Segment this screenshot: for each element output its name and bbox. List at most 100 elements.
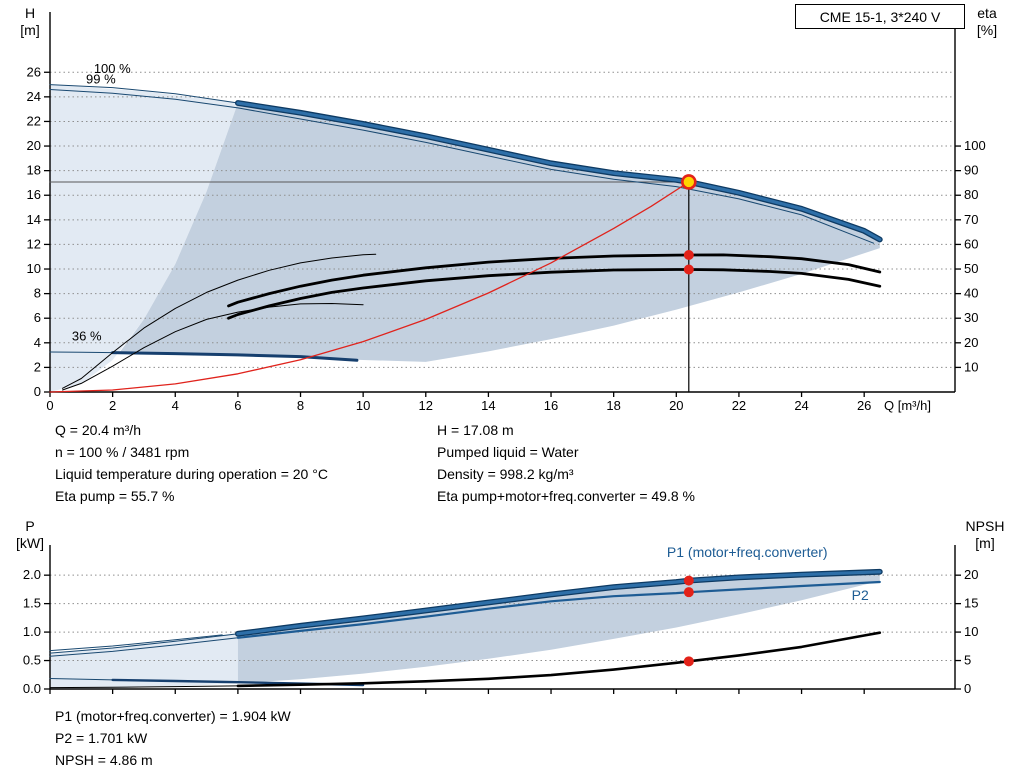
right-tick-label: 100	[964, 138, 986, 153]
left-tick-label: 10	[27, 261, 41, 276]
x-tick-label: 26	[857, 398, 871, 413]
readout-density: Density = 998.2 kg/m³	[437, 466, 574, 482]
right-tick-label: 60	[964, 236, 978, 251]
left-tick-label: 2.0	[23, 567, 41, 582]
h-axis-title-unit: [m]	[20, 22, 40, 38]
p-axis-title: P [kW]	[8, 518, 52, 552]
eta-arc-low-speed-1	[62, 253, 377, 389]
x-tick-label: 2	[109, 398, 116, 413]
h-axis-title: H [m]	[8, 5, 52, 39]
readout-npsh: NPSH = 4.86 m	[55, 752, 153, 768]
npsh-dot[interactable]	[683, 656, 694, 667]
eta-pump-dot[interactable]	[683, 250, 694, 261]
left-tick-label: 1.5	[23, 596, 41, 611]
left-tick-label: 8	[34, 286, 41, 301]
eta-axis-title-symbol: eta	[977, 5, 997, 21]
duty-point-marker[interactable]	[681, 174, 697, 190]
right-tick-label: 10	[964, 359, 978, 374]
x-tick-label: 24	[794, 398, 808, 413]
readout-eta-pump: Eta pump = 55.7 %	[55, 488, 175, 504]
x-tick-label: 22	[732, 398, 746, 413]
readout-speed: n = 100 % / 3481 rpm	[55, 444, 190, 460]
x-tick-label: 10	[356, 398, 370, 413]
left-tick-label: 0	[34, 384, 41, 399]
pump-model-label: CME 15-1, 3*240 V	[819, 8, 941, 25]
x-tick-label: 12	[419, 398, 433, 413]
curve-label: 36 %	[72, 328, 102, 343]
left-tick-label: 22	[27, 113, 41, 128]
readout-p1: P1 (motor+freq.converter) = 1.904 kW	[55, 708, 291, 724]
eta-arc-low-speed-2	[62, 303, 364, 391]
p-axis-title-unit: [kW]	[16, 535, 44, 551]
p2-thin	[49, 637, 239, 657]
curve-label: P1 (motor+freq.converter)	[667, 544, 828, 560]
eta-axis-title-unit: [%]	[976, 22, 998, 38]
right-tick-label: 20	[964, 335, 978, 350]
envelope-low-flow	[50, 84, 238, 392]
right-tick-label: 30	[964, 310, 978, 325]
pump-model-box: CME 15-1, 3*240 V	[795, 4, 965, 29]
power-envelope-main	[237, 571, 880, 684]
curve-label: P2	[852, 587, 869, 603]
x-axis-label: Q [m³/h]	[884, 398, 931, 413]
right-tick-label: 90	[964, 163, 978, 178]
p2-curve	[236, 580, 881, 639]
left-tick-label: 24	[27, 89, 41, 104]
x-tick-label: 16	[544, 398, 558, 413]
qh-99pct-thin	[49, 89, 875, 244]
npsh-thin	[49, 685, 239, 689]
eta-pump-curve	[227, 253, 882, 308]
curve-label: 100 %	[94, 61, 131, 76]
right-tick-label: 50	[964, 261, 978, 276]
x-tick-label: 0	[46, 398, 53, 413]
qh-36pct	[111, 351, 359, 362]
left-tick-label: 1.0	[23, 624, 41, 639]
left-tick-label: 2	[34, 359, 41, 374]
npsh-axis-title-symbol: NPSH	[965, 518, 1005, 534]
eta-total-dot[interactable]	[683, 264, 694, 275]
left-tick-label: 4	[34, 335, 41, 350]
left-tick-label: 26	[27, 64, 41, 79]
qh-100pct-thin	[49, 84, 239, 104]
x-tick-label: 14	[481, 398, 495, 413]
p1-curve	[236, 570, 882, 636]
eta-axis-title: eta [%]	[963, 5, 1011, 39]
power-envelope-low-flow	[50, 633, 238, 689]
x-tick-label: 6	[234, 398, 241, 413]
left-tick-label: 20	[27, 138, 41, 153]
affinity-parabola	[49, 181, 690, 393]
right-tick-label: 20	[964, 567, 978, 582]
left-tick-label: 16	[27, 187, 41, 202]
readout-eta-total: Eta pump+motor+freq.converter = 49.8 %	[437, 488, 695, 504]
right-tick-label: 40	[964, 286, 978, 301]
qh-36pct-thin	[49, 351, 114, 354]
p-low-speed-thin	[49, 634, 223, 652]
qh-100pct	[236, 101, 882, 242]
left-tick-label: 0.5	[23, 653, 41, 668]
left-tick-label: 0.0	[23, 681, 41, 696]
curve-label: 99 %	[86, 71, 116, 86]
readout-liquid-temp: Liquid temperature during operation = 20…	[55, 466, 328, 482]
x-tick-label: 4	[172, 398, 179, 413]
left-tick-label: 12	[27, 236, 41, 251]
x-tick-label: 8	[297, 398, 304, 413]
duty-readout-left: Q = 20.4 m³/h n = 100 % / 3481 rpm Liqui…	[55, 419, 328, 507]
duty-readout-right: H = 17.08 m Pumped liquid = Water Densit…	[437, 419, 695, 507]
right-tick-label: 70	[964, 212, 978, 227]
readout-flow: Q = 20.4 m³/h	[55, 422, 141, 438]
p-min-thin	[49, 678, 114, 681]
readout-p2: P2 = 1.701 kW	[55, 730, 148, 746]
right-tick-label: 80	[964, 187, 978, 202]
right-tick-label: 5	[964, 653, 971, 668]
npsh-axis-title-unit: [m]	[975, 535, 995, 551]
envelope-main	[118, 103, 880, 362]
readout-head: H = 17.08 m	[437, 422, 514, 438]
p2-dot[interactable]	[683, 587, 694, 598]
npsh-axis-title: NPSH [m]	[955, 518, 1015, 552]
p1-dot[interactable]	[683, 575, 694, 586]
readout-pumped-liquid: Pumped liquid = Water	[437, 444, 579, 460]
right-tick-label: 10	[964, 624, 978, 639]
x-tick-label: 20	[669, 398, 683, 413]
